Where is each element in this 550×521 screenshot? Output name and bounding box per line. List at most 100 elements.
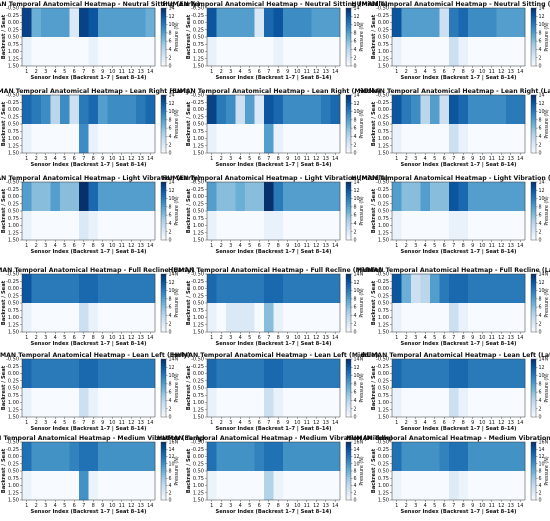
colorbar-segment bbox=[531, 405, 536, 408]
x-axis-label: Sensor Index (Backrest 1–7 | Seat 8–14) bbox=[216, 341, 332, 347]
x-tick-label: 2 bbox=[405, 503, 408, 509]
heat-cell bbox=[207, 182, 217, 212]
y-tick-label: 0.75 bbox=[8, 42, 19, 48]
colorbar-segment bbox=[346, 236, 351, 239]
x-tick-label: 7 bbox=[267, 243, 270, 249]
colorbar-tick-label: 0 bbox=[354, 238, 357, 244]
colorbar-segment bbox=[161, 484, 166, 487]
heat-cell bbox=[292, 124, 303, 154]
x-tick-label: 12 bbox=[128, 156, 134, 162]
colorbar-segment bbox=[531, 482, 536, 485]
x-tick-label: 11 bbox=[119, 156, 125, 162]
x-tick-label: 4 bbox=[239, 69, 242, 75]
colorbar-frame bbox=[160, 358, 167, 418]
colorbar-segment bbox=[161, 122, 166, 125]
colorbar-tick-label: 10 bbox=[539, 22, 545, 28]
heat-cell bbox=[22, 359, 32, 389]
heat-cell bbox=[254, 303, 265, 333]
y-tick-label: 1.50 bbox=[8, 64, 19, 70]
x-tick-label: 9 bbox=[471, 69, 474, 75]
heat-cell bbox=[311, 8, 322, 38]
colorbar-segment bbox=[161, 415, 166, 418]
heat-cell bbox=[439, 182, 450, 212]
heat-cell bbox=[245, 442, 255, 472]
colorbar-segment bbox=[161, 52, 166, 55]
y-axis-label: Backrest / Seat bbox=[186, 101, 192, 146]
heat-cell bbox=[226, 442, 236, 472]
colorbar-segment bbox=[531, 384, 536, 387]
heat-cell bbox=[98, 211, 108, 241]
colorbar-segment bbox=[531, 378, 536, 381]
colorbar-segment bbox=[346, 212, 351, 216]
colorbar-segment bbox=[346, 40, 351, 44]
chart-title: HUMAN Temporal Anatomical Heatmap - Lean… bbox=[169, 88, 380, 95]
y-tick-label: 0.25 bbox=[193, 114, 204, 120]
colorbar-tick-label: 4 bbox=[169, 47, 172, 53]
x-axis-label: Sensor Index (Backrest 1–7 | Seat 8–14) bbox=[401, 341, 517, 347]
heat-cell bbox=[235, 471, 246, 501]
heat-cell bbox=[136, 95, 146, 125]
colorbar-segment bbox=[531, 133, 536, 136]
colorbar-segment bbox=[161, 320, 166, 323]
x-tick-label: 7 bbox=[452, 503, 455, 509]
colorbar-segment bbox=[531, 35, 536, 38]
x-tick-label: 4 bbox=[54, 243, 57, 249]
colorbar-tick-label: 12 bbox=[354, 365, 360, 371]
heat-cell bbox=[117, 274, 127, 304]
y-tick-label: 0.00 bbox=[378, 194, 389, 200]
colorbar-segment bbox=[531, 395, 536, 398]
colorbar-segment bbox=[531, 25, 536, 28]
heat-cell bbox=[420, 8, 431, 38]
x-tick-label: 4 bbox=[54, 69, 57, 75]
colorbar-segment bbox=[161, 364, 166, 368]
colorbar-segment bbox=[531, 330, 536, 333]
y-tick-label: 0.00 bbox=[193, 194, 204, 200]
colorbar-segment bbox=[346, 457, 351, 460]
heat-cell bbox=[321, 471, 331, 501]
heat-cell bbox=[79, 124, 89, 154]
colorbar-segment bbox=[161, 201, 166, 204]
y-tick-label: 1.25 bbox=[378, 407, 389, 413]
colorbar-segment bbox=[161, 359, 166, 362]
colorbar-label: Pressure (N) bbox=[174, 373, 180, 402]
heat-cell bbox=[88, 274, 99, 304]
colorbar-segment bbox=[531, 308, 536, 312]
heat-cell bbox=[411, 303, 421, 333]
heat-cell bbox=[216, 471, 227, 501]
heat-cell bbox=[449, 95, 459, 125]
heat-cell bbox=[264, 37, 274, 67]
heat-cell bbox=[41, 303, 51, 333]
heat-cell bbox=[69, 471, 80, 501]
heat-cell bbox=[98, 37, 108, 67]
x-tick-label: 4 bbox=[424, 243, 427, 249]
colorbar-label: Pressure (N) bbox=[544, 456, 550, 485]
colorbar-segment bbox=[346, 27, 351, 30]
heat-cell bbox=[468, 303, 478, 333]
chart-title: HUMAN Temporal Anatomical Heatmap - Lean… bbox=[172, 352, 379, 359]
heat-cell bbox=[439, 95, 450, 125]
colorbar-segment bbox=[161, 197, 166, 200]
x-tick-label: 2 bbox=[220, 243, 223, 249]
heat-cell bbox=[292, 388, 303, 418]
colorbar-segment bbox=[531, 324, 536, 327]
colorbar-label: Pressure (N) bbox=[359, 288, 365, 317]
heat-cell bbox=[273, 388, 284, 418]
colorbar-segment bbox=[346, 54, 351, 57]
x-tick-label: 5 bbox=[63, 243, 66, 249]
colorbar-segment bbox=[161, 129, 166, 133]
colorbar-tick-label: 14N bbox=[539, 357, 549, 363]
colorbar-tick-label: 6 bbox=[539, 390, 542, 396]
colorbar-segment bbox=[531, 195, 536, 198]
heat-cell bbox=[292, 471, 303, 501]
x-tick-label: 10 bbox=[479, 335, 485, 341]
colorbar-tick-label: 10 bbox=[169, 461, 175, 467]
y-tick-label: 1.50 bbox=[8, 151, 19, 157]
colorbar-segment bbox=[346, 362, 351, 366]
colorbar-tick-label: 10 bbox=[354, 109, 360, 115]
colorbar-tick-label: 4 bbox=[539, 398, 542, 404]
heat-cell bbox=[449, 8, 459, 38]
colorbar-tick-label: 6 bbox=[169, 476, 172, 482]
chart-title: HUMAN Temporal Anatomical Heatmap - Lean… bbox=[0, 352, 190, 359]
heat-cell bbox=[477, 274, 488, 304]
x-tick-label: 14 bbox=[517, 243, 523, 249]
